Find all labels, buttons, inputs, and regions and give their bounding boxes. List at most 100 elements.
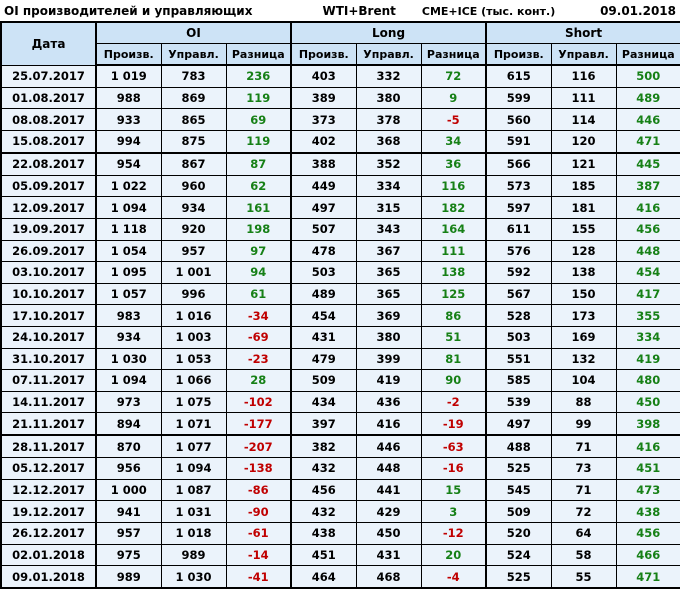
value-cell: 957 <box>95 521 162 545</box>
value-cell: 497 <box>485 412 552 436</box>
value-cell: 525 <box>485 457 552 480</box>
date-cell: 19.12.2017 <box>0 500 97 523</box>
difference-cell: -207 <box>225 434 292 459</box>
value-cell: 611 <box>485 217 552 241</box>
value-cell: 116 <box>550 64 617 88</box>
difference-cell: 81 <box>420 347 487 371</box>
difference-cell: 456 <box>615 521 680 545</box>
value-cell: 431 <box>355 543 422 567</box>
value-cell: 479 <box>290 347 357 371</box>
group-header-row: Дата OI Long Short <box>0 21 680 66</box>
value-cell: 71 <box>550 478 617 502</box>
difference-cell: -138 <box>225 457 292 480</box>
value-cell: 419 <box>355 369 422 392</box>
difference-cell: -69 <box>225 325 292 349</box>
value-cell: 416 <box>355 412 422 436</box>
value-cell: 352 <box>355 151 422 176</box>
date-cell: 14.11.2017 <box>0 390 97 414</box>
difference-cell: 119 <box>225 130 292 154</box>
value-cell: 988 <box>95 86 162 110</box>
value-cell: 58 <box>550 543 617 567</box>
difference-cell: 198 <box>225 217 292 241</box>
table-row: 22.08.2017 954 867 87 388 352 36 566 121 445 <box>0 151 680 176</box>
value-cell: 989 <box>95 565 162 589</box>
value-cell: 432 <box>290 457 357 480</box>
value-cell: 478 <box>290 239 357 263</box>
value-cell: 488 <box>485 434 552 459</box>
value-cell: 1 057 <box>95 282 162 306</box>
difference-cell: 69 <box>225 108 292 132</box>
value-cell: 315 <box>355 196 422 219</box>
date-cell: 28.11.2017 <box>0 434 97 459</box>
value-cell: 138 <box>550 261 617 284</box>
difference-cell: 36 <box>420 151 487 176</box>
date-cell: 05.12.2017 <box>0 457 97 480</box>
difference-cell: 61 <box>225 282 292 306</box>
difference-cell: 94 <box>225 261 292 284</box>
value-cell: 121 <box>550 151 617 176</box>
difference-cell: -5 <box>420 108 487 132</box>
date-cell: 12.12.2017 <box>0 478 97 502</box>
value-cell: 551 <box>485 347 552 371</box>
difference-cell: 398 <box>615 412 680 436</box>
value-cell: 334 <box>355 174 422 198</box>
value-cell: 920 <box>160 217 227 241</box>
value-cell: 429 <box>355 500 422 523</box>
date-cell: 10.10.2017 <box>0 282 97 306</box>
table-row: 12.12.2017 1 000 1 087 -86 456 441 15 545 71 473 <box>0 478 680 502</box>
value-cell: 525 <box>485 565 552 589</box>
oi-table: Дата OI Long Short Произв. Управл. Разни… <box>0 21 680 589</box>
date-cell: 01.08.2017 <box>0 86 97 110</box>
difference-cell: 116 <box>420 174 487 198</box>
value-cell: 1 001 <box>160 261 227 284</box>
value-cell: 343 <box>355 217 422 241</box>
value-cell: 373 <box>290 108 357 132</box>
value-cell: 367 <box>355 239 422 263</box>
difference-cell: 471 <box>615 130 680 154</box>
date-cell: 09.01.2018 <box>0 565 97 589</box>
date-cell: 12.09.2017 <box>0 196 97 219</box>
difference-cell: 450 <box>615 390 680 414</box>
table-row: 05.12.2017 956 1 094 -138 432 448 -16 525 73 451 <box>0 457 680 480</box>
group-header-oi: OI <box>94 21 292 44</box>
value-cell: 1 030 <box>95 347 162 371</box>
difference-cell: -41 <box>225 565 292 589</box>
difference-cell: 138 <box>420 261 487 284</box>
value-cell: 1 066 <box>160 369 227 392</box>
value-cell: 528 <box>485 304 552 327</box>
value-cell: 573 <box>485 174 552 198</box>
value-cell: 1 071 <box>160 412 227 436</box>
value-cell: 615 <box>485 64 552 88</box>
difference-cell: 417 <box>615 282 680 306</box>
value-cell: 451 <box>290 543 357 567</box>
table-row: 15.08.2017 994 875 119 402 368 34 591 120 471 <box>0 130 680 154</box>
value-cell: 1 019 <box>95 64 162 88</box>
table-row: 19.09.2017 1 118 920 198 507 343 164 611 155 456 <box>0 217 680 241</box>
table-row: 01.08.2017 988 869 119 389 380 9 599 111 489 <box>0 86 680 110</box>
value-cell: 566 <box>485 151 552 176</box>
value-cell: 55 <box>550 565 617 589</box>
column-header-long-difference: Разница <box>420 43 487 66</box>
date-cell: 31.10.2017 <box>0 347 97 371</box>
difference-cell: 500 <box>615 64 680 88</box>
table-row: 25.07.2017 1 019 783 236 403 332 72 615 116 500 <box>0 64 680 88</box>
table-row: 07.11.2017 1 094 1 066 28 509 419 90 585 104 480 <box>0 369 680 392</box>
value-cell: 1 030 <box>160 565 227 589</box>
difference-cell: 480 <box>615 369 680 392</box>
difference-cell: 454 <box>615 261 680 284</box>
difference-cell: 489 <box>615 86 680 110</box>
difference-cell: 182 <box>420 196 487 219</box>
value-cell: 450 <box>355 521 422 545</box>
difference-cell: 419 <box>615 347 680 371</box>
value-cell: 120 <box>550 130 617 154</box>
difference-cell: 161 <box>225 196 292 219</box>
value-cell: 489 <box>290 282 357 306</box>
difference-cell: 387 <box>615 174 680 198</box>
difference-cell: 97 <box>225 239 292 263</box>
value-cell: 996 <box>160 282 227 306</box>
value-cell: 181 <box>550 196 617 219</box>
value-cell: 1 075 <box>160 390 227 414</box>
difference-cell: -4 <box>420 565 487 589</box>
value-cell: 503 <box>290 261 357 284</box>
value-cell: 365 <box>355 282 422 306</box>
